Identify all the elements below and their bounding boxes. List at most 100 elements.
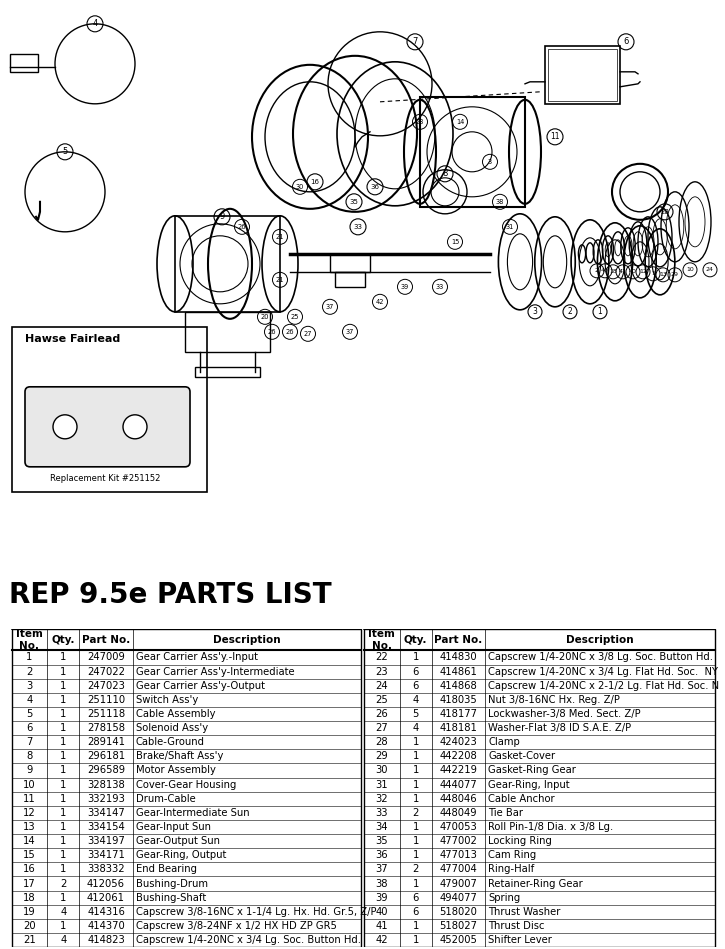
Text: Item
No.: Item No.: [368, 629, 395, 651]
Text: 33: 33: [354, 224, 362, 230]
Text: Qty.: Qty.: [51, 635, 75, 644]
Text: 6: 6: [413, 666, 419, 677]
Text: 6: 6: [624, 37, 629, 47]
Text: 42: 42: [376, 935, 388, 945]
Text: 1: 1: [413, 793, 419, 804]
Text: Gasket-Ring Gear: Gasket-Ring Gear: [488, 766, 576, 775]
Text: 418177: 418177: [439, 709, 478, 719]
Text: 35: 35: [349, 199, 358, 205]
Circle shape: [123, 415, 147, 438]
Text: 1: 1: [60, 653, 67, 662]
Text: Spring: Spring: [488, 893, 521, 902]
Text: 2: 2: [568, 307, 572, 316]
Text: 334171: 334171: [87, 850, 125, 860]
Text: Retainer-Ring Gear: Retainer-Ring Gear: [488, 879, 583, 888]
Text: Bushing-Shaft: Bushing-Shaft: [136, 893, 206, 902]
Text: 1: 1: [60, 766, 67, 775]
Text: 412061: 412061: [87, 893, 125, 902]
Text: 289141: 289141: [87, 737, 125, 747]
Text: 26: 26: [286, 328, 294, 335]
Text: 414823: 414823: [87, 935, 125, 945]
Text: 20: 20: [23, 921, 36, 931]
Text: 34: 34: [376, 822, 388, 832]
Text: 11: 11: [550, 132, 560, 141]
Text: 41: 41: [376, 921, 388, 931]
Text: 19: 19: [23, 907, 36, 917]
Text: 7: 7: [26, 737, 33, 747]
Text: 35: 35: [376, 836, 388, 847]
Text: 1: 1: [413, 737, 419, 747]
Bar: [364, 629, 715, 947]
Text: 2: 2: [60, 879, 67, 888]
Circle shape: [53, 415, 77, 438]
Text: 328138: 328138: [87, 780, 125, 790]
Text: Washer-Flat 3/8 ID S.A.E. Z/P: Washer-Flat 3/8 ID S.A.E. Z/P: [488, 723, 631, 733]
Text: 9: 9: [220, 213, 225, 221]
Text: 477013: 477013: [439, 850, 477, 860]
Text: Capscrew 1/4-20NC x 3/4 Lg. Soc. Button Hd.: Capscrew 1/4-20NC x 3/4 Lg. Soc. Button …: [136, 935, 360, 945]
Text: 4: 4: [60, 907, 67, 917]
Text: 21: 21: [23, 935, 36, 945]
Text: 251110: 251110: [87, 695, 125, 705]
Bar: [548, 48, 617, 101]
Text: 4: 4: [26, 695, 33, 705]
Text: 2: 2: [595, 269, 599, 273]
Text: 10: 10: [686, 268, 694, 272]
Text: Capscrew 1/4-20NC x 2-1/2 Lg. Flat Hd. Soc. NYLOK: Capscrew 1/4-20NC x 2-1/2 Lg. Flat Hd. S…: [488, 680, 725, 691]
Text: 41: 41: [619, 270, 627, 274]
Text: Gear-Intermediate Sun: Gear-Intermediate Sun: [136, 808, 249, 818]
Text: 25: 25: [376, 695, 388, 705]
Text: 18: 18: [609, 270, 617, 274]
Text: 28: 28: [376, 737, 388, 747]
Text: 31: 31: [376, 780, 388, 790]
Text: 14: 14: [23, 836, 36, 847]
Bar: [330, 253, 370, 271]
Text: 334154: 334154: [87, 822, 125, 832]
Text: Description: Description: [566, 635, 634, 644]
Text: Gear Carrier Ass'y.-Input: Gear Carrier Ass'y.-Input: [136, 653, 257, 662]
Text: 251118: 251118: [87, 709, 125, 719]
Text: 21: 21: [276, 277, 284, 283]
Text: 37: 37: [376, 865, 388, 874]
Text: 1: 1: [60, 865, 67, 874]
Text: 1: 1: [413, 850, 419, 860]
Text: 452005: 452005: [439, 935, 477, 945]
Text: 448049: 448049: [439, 808, 477, 818]
Text: 29: 29: [671, 272, 679, 277]
Text: Item
No.: Item No.: [16, 629, 43, 651]
Text: Cable Anchor: Cable Anchor: [488, 793, 555, 804]
Bar: [335, 271, 365, 287]
Text: Gasket-Cover: Gasket-Cover: [488, 752, 555, 761]
Text: 8: 8: [442, 169, 447, 178]
Text: 334197: 334197: [87, 836, 125, 847]
Text: End Bearing: End Bearing: [136, 865, 196, 874]
Text: 24: 24: [706, 268, 714, 272]
Text: 1: 1: [413, 879, 419, 888]
Text: 1: 1: [60, 723, 67, 733]
Text: 15: 15: [451, 239, 459, 245]
Text: 1: 1: [26, 653, 33, 662]
Text: 5: 5: [26, 709, 33, 719]
Text: 10: 10: [23, 780, 36, 790]
Text: Replacement Kit #251152: Replacement Kit #251152: [50, 474, 160, 483]
Text: Roll Pin-1/8 Dia. x 3/8 Lg.: Roll Pin-1/8 Dia. x 3/8 Lg.: [488, 822, 613, 832]
Text: 36: 36: [370, 184, 379, 190]
Text: 442208: 442208: [439, 752, 477, 761]
Text: 3: 3: [533, 307, 537, 316]
Text: 26: 26: [268, 328, 276, 335]
Text: 17: 17: [23, 879, 36, 888]
Bar: [12, 326, 207, 492]
Text: 296589: 296589: [87, 766, 125, 775]
Text: 40: 40: [601, 269, 609, 273]
Text: 18: 18: [23, 893, 36, 902]
Text: 418181: 418181: [439, 723, 477, 733]
Text: 12: 12: [23, 808, 36, 818]
Text: Cam Ring: Cam Ring: [488, 850, 536, 860]
Text: 247009: 247009: [87, 653, 125, 662]
Text: 25: 25: [291, 314, 299, 320]
Text: Nut 3/8-16NC Hx. Reg. Z/P: Nut 3/8-16NC Hx. Reg. Z/P: [488, 695, 620, 705]
Text: Capscrew 1/4-20NC x 3/4 Lg. Flat Hd. Soc.  NYLOK: Capscrew 1/4-20NC x 3/4 Lg. Flat Hd. Soc…: [488, 666, 725, 677]
Text: 1: 1: [60, 822, 67, 832]
Text: 4: 4: [92, 19, 98, 28]
Text: 11: 11: [23, 793, 36, 804]
